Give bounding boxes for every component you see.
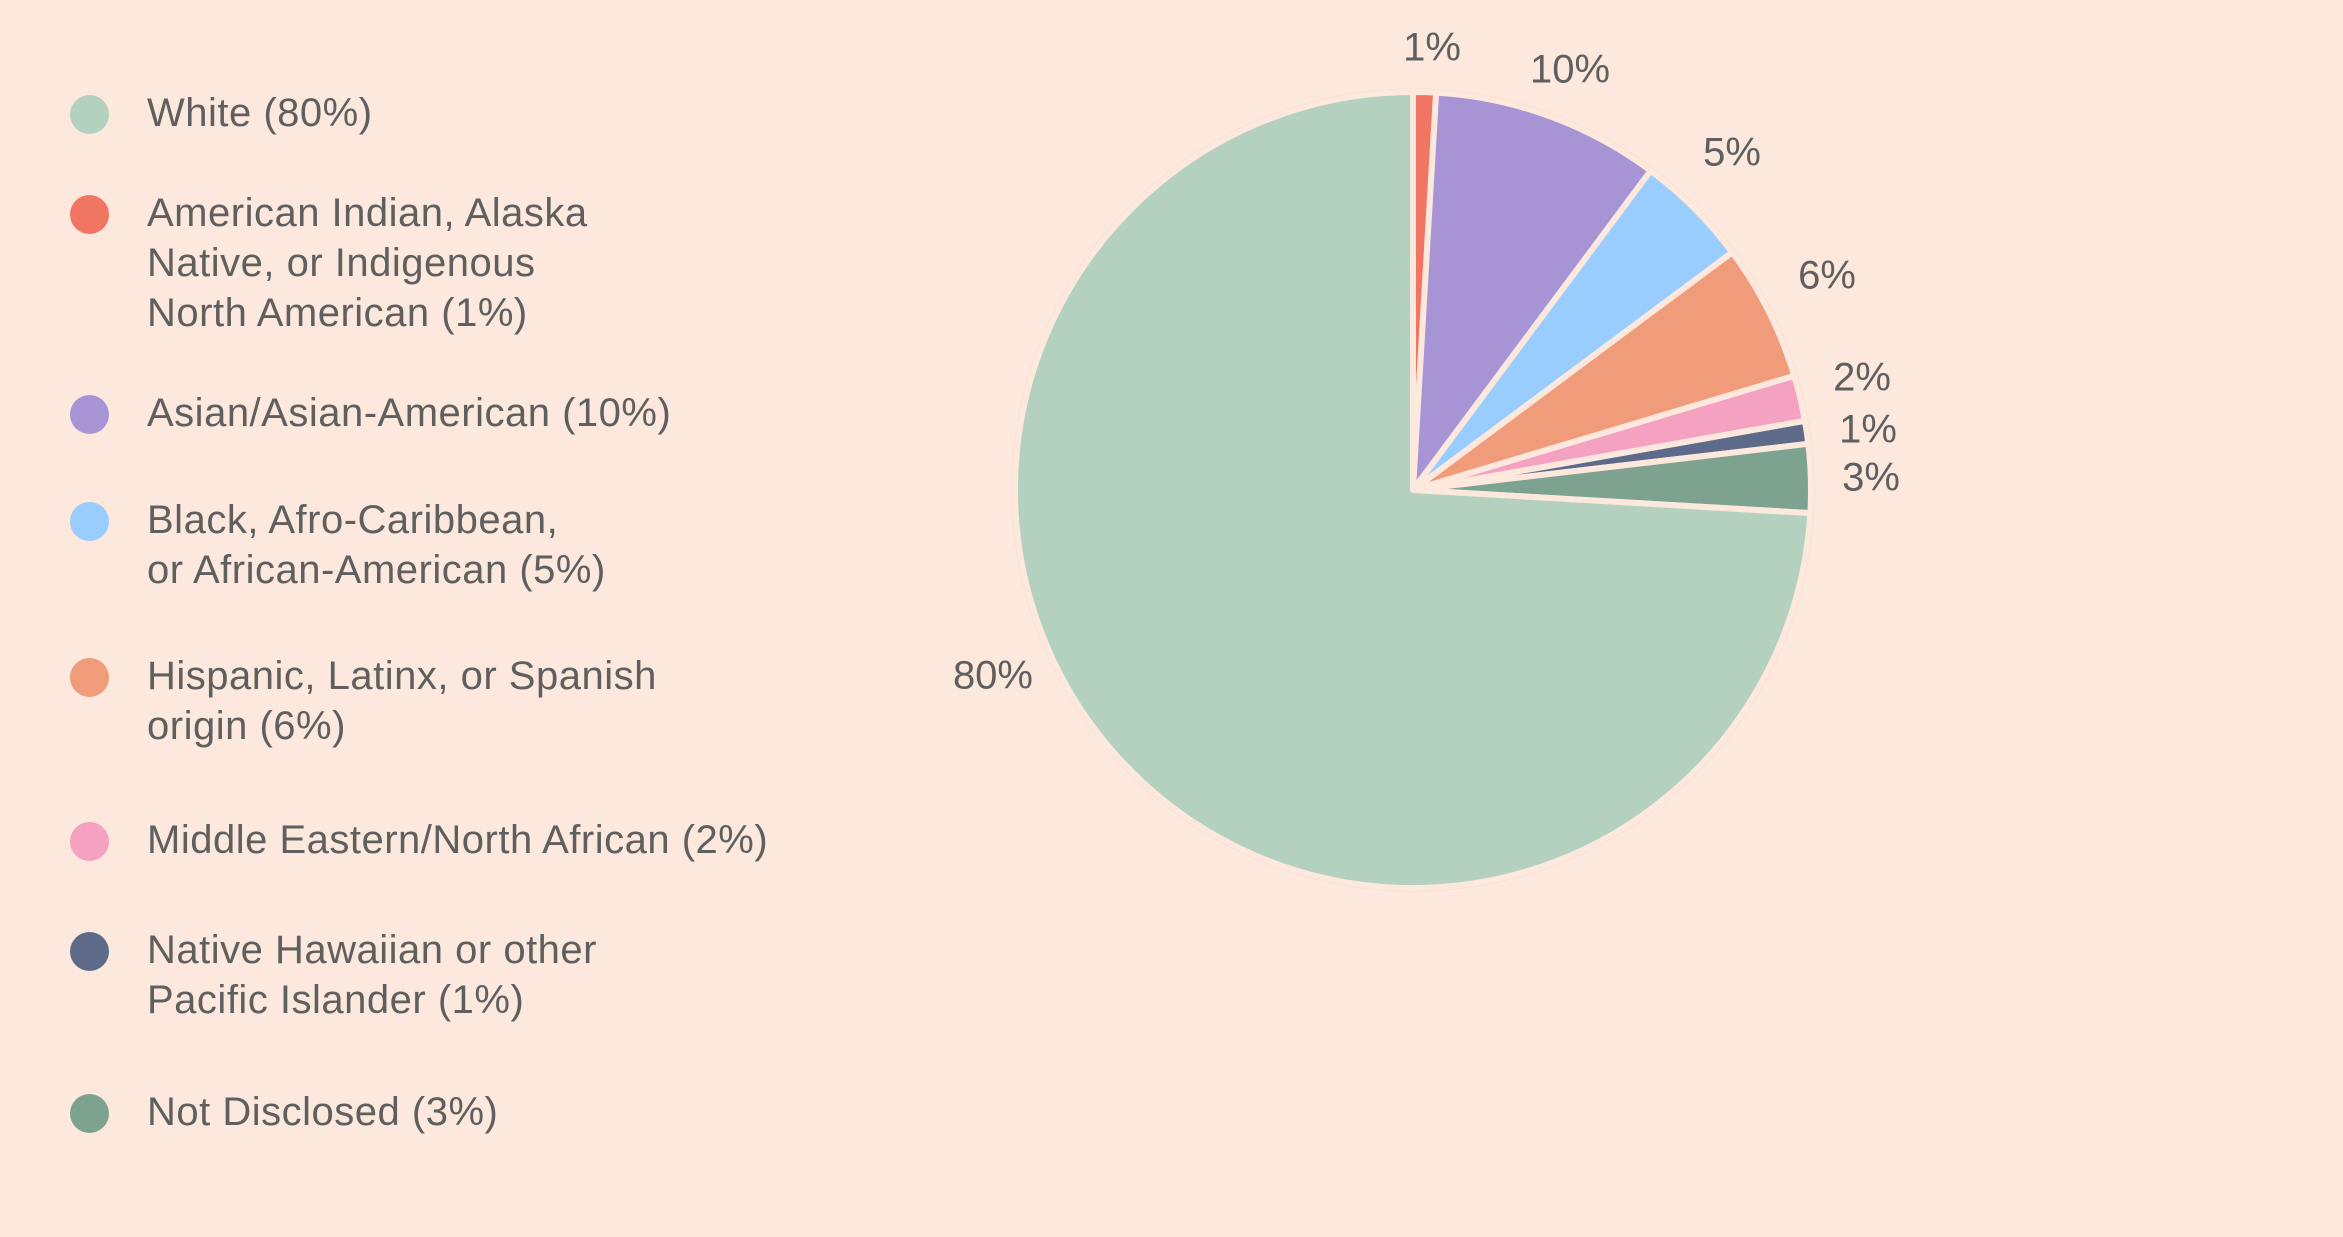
pie-slice-2 (1410, 89, 1654, 493)
legend-swatch (70, 932, 109, 971)
legend-label: White (80%) (147, 91, 373, 135)
legend-swatch (70, 822, 109, 861)
pie-value-label-4: 6% (1798, 254, 1856, 298)
pie-value-label-7: 3% (1842, 456, 1900, 500)
legend-swatch (70, 1094, 109, 1133)
legend-label: Asian/Asian-American (10%) (147, 391, 672, 435)
legend-swatch (70, 658, 109, 697)
legend-label: Black, Afro-Caribbean, or African-Americ… (147, 498, 606, 592)
legend-label: Middle Eastern/North African (2%) (147, 818, 769, 862)
pie-slice-0 (1012, 89, 1814, 891)
legend-label: Native Hawaiian or other Pacific Islande… (147, 928, 597, 1022)
legend-label: Not Disclosed (3%) (147, 1090, 499, 1134)
legend: White (80%) American Indian, Alaska Nati… (0, 0, 900, 1237)
pie-value-label-1: 1% (1403, 26, 1461, 70)
legend-swatch (70, 95, 109, 134)
legend-label: American Indian, Alaska Native, or Indig… (147, 191, 588, 335)
pie-value-label-2: 10% (1530, 48, 1610, 92)
pie-value-label-5: 2% (1833, 356, 1891, 400)
pie-value-label-6: 1% (1839, 408, 1897, 452)
legend-swatch (70, 195, 109, 234)
pie-value-label-0: 80% (953, 654, 1033, 698)
legend-swatch (70, 395, 109, 434)
legend-swatch (70, 502, 109, 541)
pie-value-label-3: 5% (1703, 131, 1761, 175)
legend-label: Hispanic, Latinx, or Spanish origin (6%) (147, 654, 657, 748)
